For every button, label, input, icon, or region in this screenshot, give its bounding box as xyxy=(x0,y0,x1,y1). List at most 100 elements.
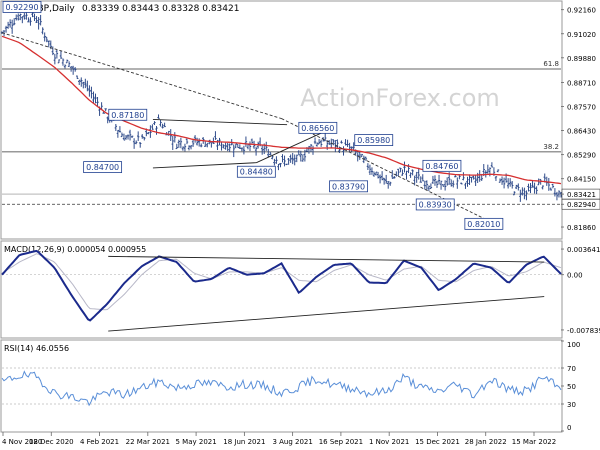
candle xyxy=(374,171,378,176)
candle xyxy=(35,16,38,23)
swing-label: 0.83930 xyxy=(415,198,455,211)
price-tick-label: 0.89880 xyxy=(567,55,596,63)
candle xyxy=(315,142,319,147)
candle xyxy=(389,181,392,186)
candle xyxy=(128,129,132,141)
candle xyxy=(220,141,223,151)
candle xyxy=(429,183,433,190)
candle xyxy=(417,167,420,180)
dotted-trendline xyxy=(1,32,282,120)
candle xyxy=(511,181,514,189)
candle xyxy=(472,175,475,180)
candle xyxy=(409,172,412,178)
candle xyxy=(254,146,258,156)
macd-axis: 0.003641 0.00 -0.007839 xyxy=(561,246,600,335)
swing-label-text: 0.84480 xyxy=(240,168,273,177)
swing-label-text: 0.83790 xyxy=(332,182,365,191)
candle xyxy=(486,164,490,174)
candle xyxy=(531,180,534,188)
candle xyxy=(139,142,142,148)
candle xyxy=(84,78,87,89)
candle xyxy=(380,171,384,181)
candle xyxy=(10,19,14,34)
x-tick-label: 15 Dec 2021 xyxy=(415,438,460,446)
candle xyxy=(179,137,183,149)
swing-label-box xyxy=(422,159,462,172)
swing-label: 0.86560 xyxy=(298,121,338,134)
rsi-tick-label: 0 xyxy=(567,424,571,432)
candle xyxy=(364,156,368,161)
candle xyxy=(496,169,500,173)
x-tick-label: 5 May 2021 xyxy=(175,438,216,446)
macd-main-line xyxy=(1,249,562,322)
candle xyxy=(527,183,530,192)
candle xyxy=(427,185,431,192)
candle xyxy=(470,176,473,183)
x-tick-label: 16 Sep 2021 xyxy=(319,438,363,446)
candle xyxy=(80,77,83,87)
macd-signal-line xyxy=(1,253,562,311)
candle xyxy=(340,140,343,144)
rsi-title: RSI(14) 46.0556 xyxy=(4,344,69,353)
candle xyxy=(88,85,91,97)
candle xyxy=(356,152,359,162)
swing-label: 0.82010 xyxy=(464,217,504,230)
swing-label: 0.84760 xyxy=(422,159,462,172)
swing-label-text: 0.84760 xyxy=(425,162,458,171)
candle xyxy=(175,143,179,150)
price-axis: 0.92160 0.91020 0.89880 0.88710 0.87570 0.864… xyxy=(561,7,600,232)
macd-tick-label: -0.007839 xyxy=(567,327,600,335)
candle xyxy=(116,129,120,138)
candle xyxy=(551,183,555,189)
price-tick-label: 0.91020 xyxy=(567,31,596,39)
candle xyxy=(187,145,191,151)
macd-trendline xyxy=(108,255,545,263)
candle xyxy=(59,50,63,59)
watermark-text: ActionForex.com xyxy=(300,84,500,112)
candle xyxy=(360,153,363,158)
price-tick-label: 0.85290 xyxy=(567,152,596,160)
candle xyxy=(63,64,67,69)
candle xyxy=(273,158,276,166)
candle xyxy=(413,175,416,186)
candle xyxy=(177,139,181,148)
candle xyxy=(171,135,174,150)
candle xyxy=(431,175,435,184)
price-tick-label: 0.88710 xyxy=(567,79,596,87)
candle xyxy=(439,180,443,190)
swing-label-box xyxy=(329,180,368,193)
candle xyxy=(43,32,46,42)
swing-label-box xyxy=(2,1,42,13)
candle xyxy=(27,17,30,23)
candle xyxy=(159,119,162,127)
candle xyxy=(277,163,280,171)
swing-label: 0.84700 xyxy=(83,161,123,174)
candle xyxy=(271,155,274,160)
candle xyxy=(291,152,294,165)
candle xyxy=(118,126,122,133)
candle xyxy=(250,138,254,144)
candle xyxy=(525,190,528,201)
price-tick-label: 0.84150 xyxy=(567,176,596,184)
x-tick-label: 3 Aug 2021 xyxy=(272,438,312,446)
swing-label-box xyxy=(108,108,148,121)
candle xyxy=(90,86,93,99)
candle xyxy=(94,93,97,104)
candle xyxy=(224,142,227,150)
candle xyxy=(358,151,361,160)
swing-label-box xyxy=(415,198,455,211)
candle xyxy=(73,67,77,72)
candle xyxy=(299,150,303,162)
candle xyxy=(222,144,225,149)
candle xyxy=(191,139,195,147)
swing-label-box xyxy=(354,134,394,146)
candle xyxy=(214,131,217,140)
rsi-line xyxy=(1,370,562,407)
candle xyxy=(8,19,12,28)
candle xyxy=(155,126,158,135)
candle xyxy=(433,175,437,186)
macd-lines xyxy=(1,249,562,332)
candle xyxy=(45,36,48,43)
candle xyxy=(350,146,353,152)
candle xyxy=(500,176,504,185)
